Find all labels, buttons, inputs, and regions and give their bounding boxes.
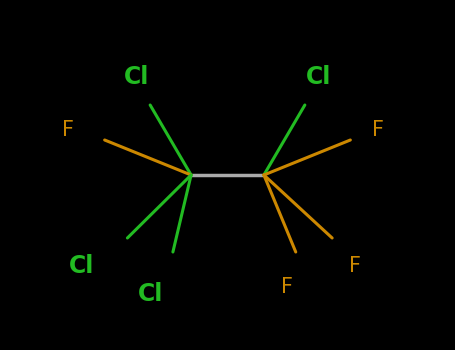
Text: Cl: Cl bbox=[137, 282, 163, 306]
Text: F: F bbox=[281, 277, 293, 297]
Text: F: F bbox=[349, 256, 361, 276]
Text: F: F bbox=[62, 119, 74, 140]
Text: Cl: Cl bbox=[124, 65, 149, 89]
Text: Cl: Cl bbox=[306, 65, 331, 89]
Text: Cl: Cl bbox=[69, 254, 95, 278]
Text: F: F bbox=[372, 119, 384, 140]
